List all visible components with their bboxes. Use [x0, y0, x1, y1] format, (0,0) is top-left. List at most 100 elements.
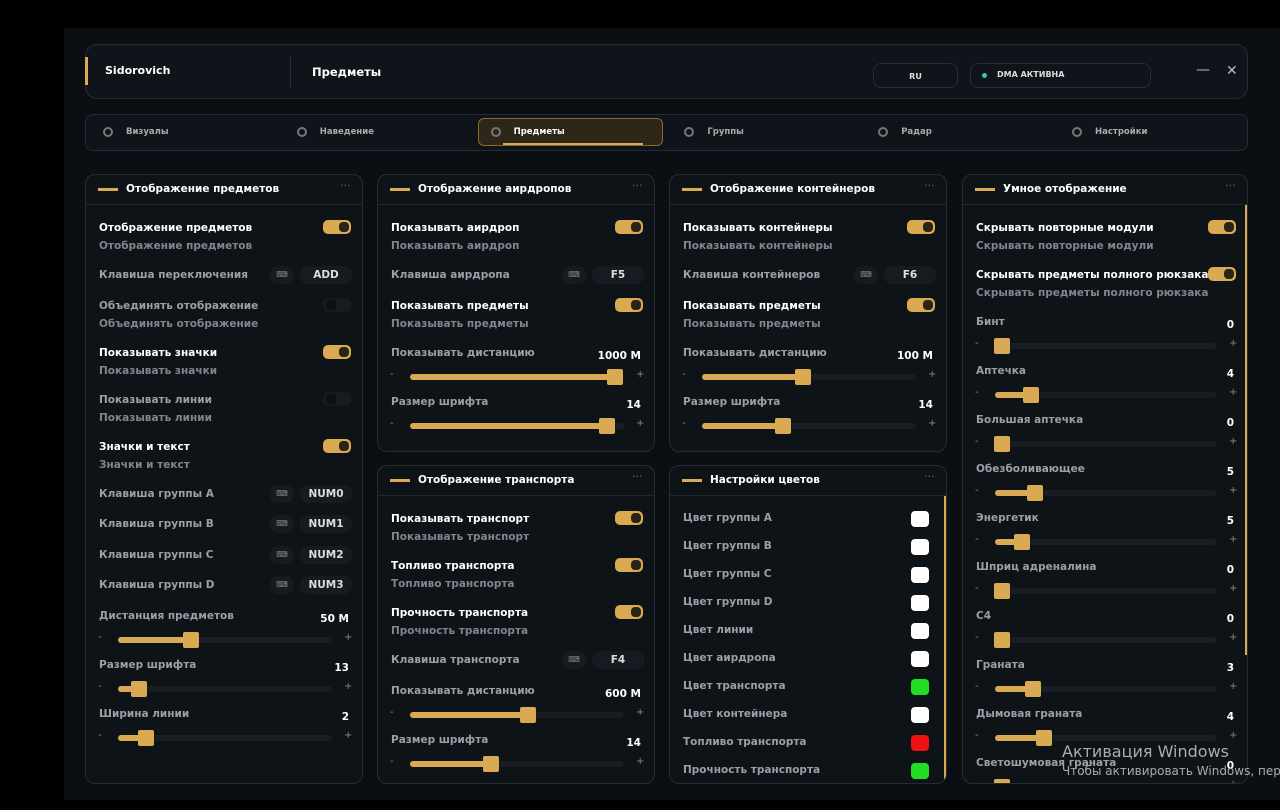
color-swatch[interactable]: [911, 511, 929, 527]
slider-plus[interactable]: +: [928, 417, 937, 429]
slider-minus[interactable]: -: [975, 632, 979, 643]
slider-handle[interactable]: [607, 368, 624, 385]
slider-plus[interactable]: +: [1229, 632, 1238, 643]
keyboard-icon[interactable]: ⌨: [854, 266, 878, 284]
panel-menu[interactable]: ···: [632, 470, 643, 483]
key-button[interactable]: F6: [884, 266, 936, 284]
slider-minus[interactable]: -: [975, 534, 979, 545]
keyboard-icon[interactable]: ⌨: [270, 576, 294, 594]
slider-plus[interactable]: +: [1229, 485, 1238, 496]
slider-plus[interactable]: +: [1229, 583, 1238, 594]
slider-minus[interactable]: -: [975, 485, 979, 496]
toggle[interactable]: [1208, 267, 1236, 281]
tab-label[interactable]: Настройки: [1095, 127, 1148, 137]
key-button[interactable]: F4: [592, 651, 644, 669]
color-swatch[interactable]: [911, 763, 929, 779]
slider-handle[interactable]: [483, 755, 500, 772]
toggle[interactable]: [1208, 220, 1236, 234]
slider-handle[interactable]: [519, 706, 536, 723]
slider-plus[interactable]: +: [344, 680, 353, 692]
slider-handle[interactable]: [1013, 534, 1030, 550]
slider-handle[interactable]: [131, 680, 148, 697]
panel-menu[interactable]: ···: [632, 179, 643, 192]
panel-menu[interactable]: ···: [1225, 179, 1236, 192]
toggle[interactable]: [615, 558, 643, 572]
slider-minus[interactable]: -: [975, 730, 979, 741]
color-swatch[interactable]: [911, 539, 929, 555]
slider-handle[interactable]: [993, 338, 1010, 354]
slider-minus[interactable]: -: [682, 417, 686, 429]
slider-minus[interactable]: -: [390, 755, 394, 767]
status-button[interactable]: DMA АКТИВНА: [970, 63, 1151, 88]
slider-handle[interactable]: [993, 632, 1010, 648]
tab-label[interactable]: Радар: [901, 127, 932, 137]
keyboard-icon[interactable]: ⌨: [270, 545, 294, 564]
keyboard-icon[interactable]: ⌨: [270, 266, 294, 284]
toggle[interactable]: [615, 605, 643, 619]
toggle[interactable]: [907, 297, 935, 312]
slider-minus[interactable]: -: [390, 417, 394, 429]
slider-handle[interactable]: [775, 417, 792, 434]
slider-plus[interactable]: +: [1229, 779, 1237, 783]
active-tab[interactable]: [477, 118, 663, 146]
close-button[interactable]: ✕: [1226, 63, 1238, 79]
slider-minus[interactable]: -: [390, 368, 394, 380]
slider-handle[interactable]: [182, 631, 199, 648]
slider-handle[interactable]: [137, 729, 154, 746]
toggle[interactable]: [615, 220, 643, 234]
slider-handle[interactable]: [794, 368, 811, 385]
slider-plus[interactable]: +: [1229, 534, 1238, 545]
slider-handle[interactable]: [993, 583, 1010, 599]
key-button[interactable]: F5: [592, 266, 644, 284]
slider-minus[interactable]: -: [975, 387, 979, 398]
slider-plus[interactable]: +: [636, 368, 645, 380]
slider-handle[interactable]: [993, 779, 1010, 783]
color-swatch[interactable]: [911, 735, 929, 751]
slider-plus[interactable]: +: [636, 417, 645, 429]
color-swatch[interactable]: [911, 595, 929, 611]
slider-plus[interactable]: +: [1229, 338, 1238, 349]
slider-minus[interactable]: -: [975, 779, 979, 783]
color-swatch[interactable]: [911, 707, 929, 723]
toggle[interactable]: [615, 511, 643, 525]
color-swatch[interactable]: [911, 567, 929, 583]
toggle[interactable]: [323, 391, 351, 406]
color-swatch[interactable]: [911, 623, 929, 639]
slider-minus[interactable]: -: [975, 681, 979, 692]
panel-menu[interactable]: ···: [340, 179, 351, 192]
slider-handle[interactable]: [993, 436, 1010, 452]
toggle[interactable]: [323, 220, 351, 234]
language-button[interactable]: RU: [873, 63, 958, 88]
slider-handle[interactable]: [1035, 730, 1052, 746]
slider-handle[interactable]: [1022, 387, 1039, 403]
slider-plus[interactable]: +: [1229, 681, 1238, 692]
slider-handle[interactable]: [1024, 681, 1041, 697]
keyboard-icon[interactable]: ⌨: [562, 266, 586, 284]
slider-plus[interactable]: +: [344, 729, 353, 741]
key-button[interactable]: NUM1: [300, 515, 352, 533]
toggle[interactable]: [323, 344, 351, 359]
color-swatch[interactable]: [911, 679, 929, 695]
toggle[interactable]: [323, 438, 351, 453]
tab-label[interactable]: Визуалы: [126, 127, 169, 137]
slider-plus[interactable]: +: [1229, 436, 1238, 447]
slider-plus[interactable]: +: [636, 706, 645, 718]
key-button[interactable]: NUM2: [300, 545, 352, 564]
panel-menu[interactable]: ···: [924, 470, 935, 483]
slider-handle[interactable]: [1026, 485, 1043, 501]
panel-menu[interactable]: ···: [924, 179, 935, 192]
slider-plus[interactable]: +: [344, 631, 353, 643]
slider-minus[interactable]: -: [98, 680, 102, 692]
color-swatch[interactable]: [911, 651, 929, 667]
tab-label[interactable]: Наведение: [319, 127, 375, 137]
slider-plus[interactable]: +: [928, 368, 937, 380]
slider-minus[interactable]: -: [975, 583, 979, 594]
slider-plus[interactable]: +: [1229, 387, 1238, 398]
key-button[interactable]: ADD: [300, 266, 352, 284]
tab-label[interactable]: Группы: [707, 127, 744, 137]
slider-minus[interactable]: -: [98, 729, 102, 741]
toggle[interactable]: [907, 220, 935, 234]
keyboard-icon[interactable]: ⌨: [562, 651, 586, 669]
toggle[interactable]: [615, 297, 643, 312]
key-button[interactable]: NUM3: [300, 576, 352, 594]
